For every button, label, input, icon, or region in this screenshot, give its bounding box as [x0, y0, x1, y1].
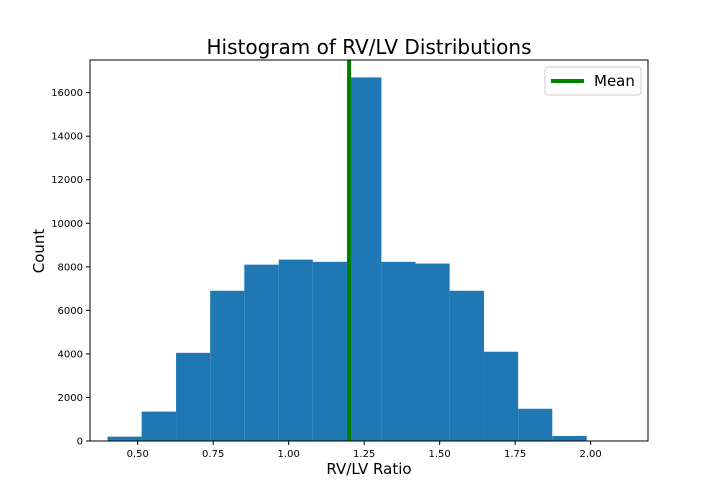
legend-box [544, 66, 642, 96]
histogram-bar [176, 352, 211, 441]
x-tick-label: 2.00 [579, 449, 601, 460]
y-tick-label: 6000 [58, 306, 83, 317]
x-tick-label: 1.00 [278, 449, 300, 460]
histogram-bar [210, 290, 245, 441]
histogram-bar [278, 259, 313, 441]
histogram-bar [141, 411, 177, 441]
histogram-bar [312, 261, 347, 441]
y-tick-label: 10000 [51, 219, 83, 230]
histogram-bar [449, 290, 485, 441]
legend: Mean [544, 66, 642, 96]
x-axis-label: RV/LV Ratio [326, 460, 411, 478]
x-tick-label: 0.50 [127, 449, 149, 460]
histogram-bar [415, 263, 450, 441]
histogram-bar [244, 264, 279, 441]
y-tick-label: 12000 [51, 175, 83, 186]
y-axis-ticks: 0 2000 4000 6000 8000 10000 12000 14000 16000 [51, 88, 90, 448]
y-tick-label: 4000 [58, 349, 83, 360]
x-tick-label: 1.50 [429, 449, 451, 460]
histogram-bar [518, 408, 553, 441]
y-tick-label: 14000 [51, 132, 83, 143]
y-tick-label: 2000 [58, 393, 83, 404]
y-tick-label: 16000 [51, 88, 83, 99]
x-tick-label: 0.75 [202, 449, 224, 460]
histogram-bar [552, 435, 587, 441]
y-axis-label: Count [30, 229, 48, 274]
chart-title: Histogram of RV/LV Distributions [206, 35, 531, 59]
histogram-bar [107, 436, 142, 441]
plot-frame [89, 59, 649, 442]
histogram-bar [346, 77, 382, 441]
x-axis-ticks: 0.50 0.75 1.00 1.25 1.50 1.75 2.00 [127, 441, 602, 460]
x-tick-label: 1.25 [353, 449, 375, 460]
y-tick-label: 8000 [58, 262, 83, 273]
histogram-bars [107, 77, 587, 441]
histogram-bar [484, 351, 519, 441]
legend-label-mean: Mean [594, 72, 635, 90]
histogram-bar [381, 261, 416, 441]
x-tick-label: 1.75 [504, 449, 526, 460]
y-tick-label: 0 [77, 437, 83, 448]
